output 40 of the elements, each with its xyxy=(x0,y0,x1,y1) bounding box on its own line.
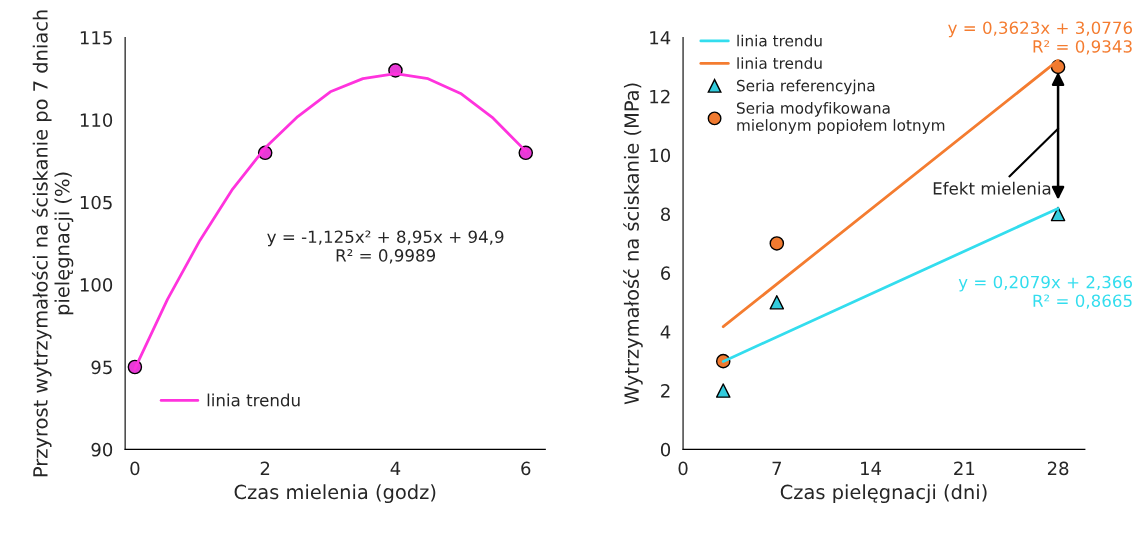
y-tick-label: 0 xyxy=(660,442,671,457)
point xyxy=(1050,206,1066,222)
x-axis-title: Czas pielęgnacji (dni) xyxy=(780,484,987,504)
x-tick-label: 7 xyxy=(772,461,782,475)
y-tick-label: 100 xyxy=(80,278,113,292)
x-axis-title: Czas mielenia (godz) xyxy=(234,484,436,504)
y-tick-label: 6 xyxy=(661,266,671,280)
point xyxy=(715,383,731,398)
x-tick-label: 0 xyxy=(678,461,688,476)
y-tick-label: 2 xyxy=(661,384,670,398)
y-tick-label: 4 xyxy=(660,325,671,339)
annotation: Efekt mielenia xyxy=(933,181,1051,195)
y-tick-label: 105 xyxy=(80,195,112,210)
x-tick-label: 4 xyxy=(390,461,401,475)
annotation: y = 0,3623x + 3,0776 R² = 0,9343 xyxy=(948,21,1133,55)
legend-label: linia trendu xyxy=(207,393,300,407)
point xyxy=(769,294,785,310)
x-tick-label: 21 xyxy=(954,461,975,475)
x-tick-label: 2 xyxy=(260,461,270,475)
x-tick-label: 14 xyxy=(861,461,882,475)
y-tick-label: 10 xyxy=(650,148,671,163)
point xyxy=(769,236,785,251)
y-axis-title: Wytrzymałość na ściskanie (MPa) xyxy=(623,83,643,405)
y-tick-label: 110 xyxy=(80,113,113,127)
y-tick-label: 90 xyxy=(91,442,113,457)
legend-label: linia trendu xyxy=(737,57,822,69)
legend-label: Seria referencyjna xyxy=(736,79,875,95)
x-tick-label: 0 xyxy=(130,461,140,476)
x-tick-label: 28 xyxy=(1047,461,1069,476)
y-tick-label: 8 xyxy=(660,207,671,222)
annotation: y = 0,2079x + 2,366 R² = 0,8665 xyxy=(958,275,1133,309)
legend-label: linia trendu xyxy=(737,34,822,47)
annotation: y = -1,125x² + 8,95x + 94,9 R² = 0,9989 xyxy=(267,230,504,264)
x-tick-label: 6 xyxy=(521,461,531,476)
y-tick-label: 115 xyxy=(80,31,112,45)
legend-label: Seria modyfikowana mielonym popiołem lotnym xyxy=(736,102,945,134)
y-tick-label: 14 xyxy=(650,31,671,45)
y-axis-title: Przyrost wytrzymałości na ściskanie po 7 dniach pielęgnacji (%) xyxy=(31,10,74,477)
y-tick-label: 95 xyxy=(91,360,112,375)
y-tick-label: 12 xyxy=(650,89,670,104)
